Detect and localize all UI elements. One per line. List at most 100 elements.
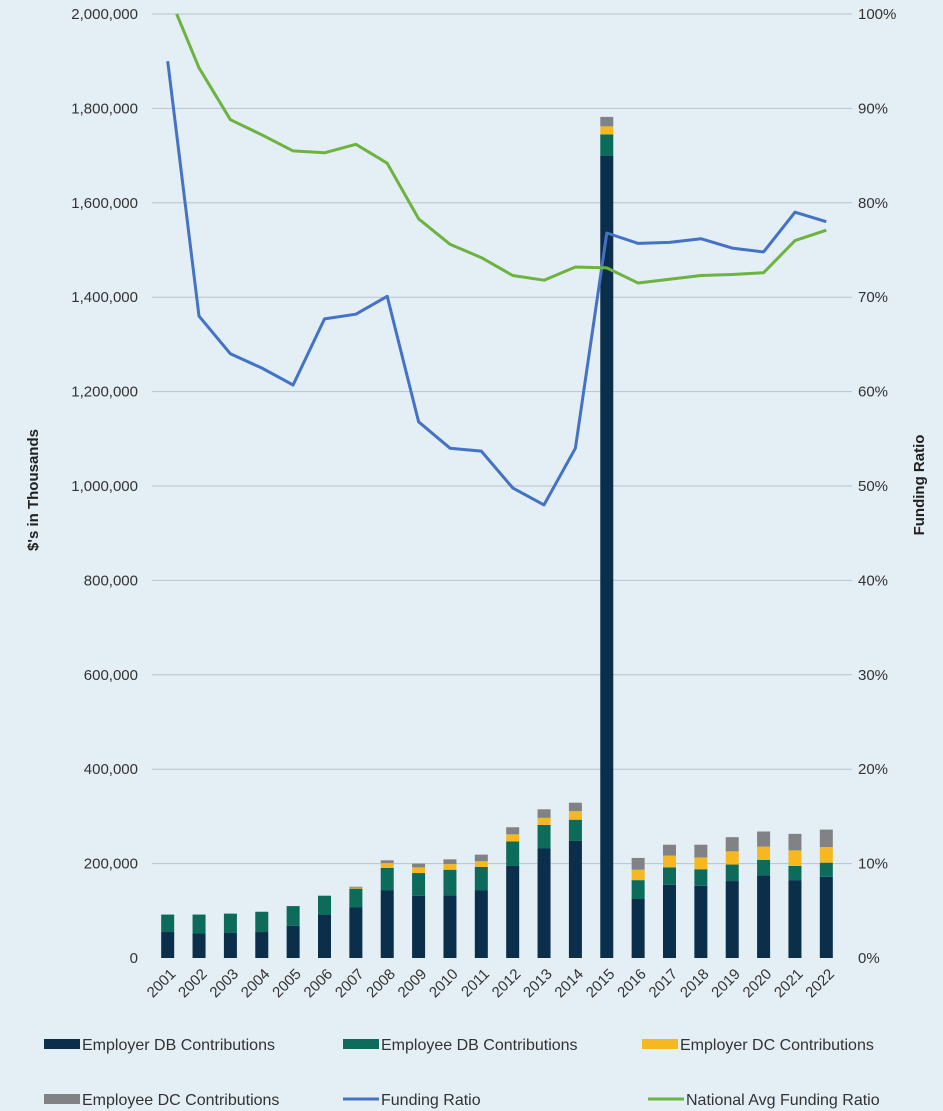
series-line <box>166 61 827 507</box>
bar <box>443 895 457 958</box>
bar <box>631 880 645 899</box>
bar <box>161 932 175 958</box>
bar <box>286 925 300 958</box>
y-axis-title: $'s in Thousands <box>25 429 42 551</box>
legend-label: Employee DC Contributions <box>82 1092 279 1109</box>
bar <box>506 865 520 958</box>
x-tick-label: 2010 <box>426 966 462 1002</box>
bar <box>757 875 771 958</box>
bar <box>349 888 363 908</box>
y-tick-label: 1,800,000 <box>71 100 138 117</box>
x-tick-label: 2018 <box>677 966 713 1002</box>
bar <box>568 802 582 812</box>
bar <box>318 895 331 915</box>
bar <box>506 841 520 866</box>
bar <box>412 867 426 874</box>
bar <box>663 867 676 885</box>
bar <box>161 914 175 933</box>
y-tick-label: 600,000 <box>84 667 138 684</box>
legend-label: Employee DB Contributions <box>381 1037 578 1054</box>
x-tick-label: 2013 <box>520 966 556 1002</box>
x-tick-label: 2006 <box>301 966 337 1002</box>
x-tick-label: 2017 <box>646 966 682 1002</box>
x-tick-label: 2008 <box>363 966 399 1002</box>
y2-tick-label: 80% <box>858 195 888 212</box>
bar <box>474 866 488 891</box>
bar <box>380 890 394 958</box>
x-tick-label: 2009 <box>395 966 431 1002</box>
x-tick-label: 2002 <box>175 966 211 1002</box>
series-line <box>175 13 827 285</box>
x-tick-label: 2012 <box>489 966 525 1002</box>
y-tick-label: 1,000,000 <box>71 478 138 495</box>
x-tick-label: 2020 <box>740 966 776 1002</box>
bar <box>506 834 520 842</box>
bar <box>223 913 237 933</box>
bar <box>537 817 551 825</box>
bar <box>788 850 802 866</box>
bar <box>255 932 269 958</box>
bar <box>600 155 614 959</box>
legend-label: Funding Ratio <box>381 1092 481 1109</box>
y2-tick-label: 30% <box>858 667 888 684</box>
bar <box>286 906 300 926</box>
bar <box>663 884 676 958</box>
bar <box>819 847 833 863</box>
bar <box>223 932 237 958</box>
bar <box>788 865 802 881</box>
bar <box>600 116 614 127</box>
bar <box>600 134 614 156</box>
bar <box>255 911 269 933</box>
x-tick-label: 2003 <box>206 966 242 1002</box>
bar <box>537 824 551 849</box>
bar <box>443 859 457 865</box>
x-tick-label: 2016 <box>614 966 650 1002</box>
bar <box>600 126 614 135</box>
bar <box>725 864 739 882</box>
bar <box>757 859 771 876</box>
x-tick-label: 2005 <box>269 966 305 1002</box>
bar <box>192 914 206 934</box>
bar <box>537 848 551 958</box>
bar <box>568 840 582 958</box>
y2-tick-label: 0% <box>858 950 880 967</box>
bar <box>788 880 802 958</box>
y2-tick-label: 100% <box>858 6 896 23</box>
bar <box>474 854 488 862</box>
bar <box>380 867 394 891</box>
bar <box>663 855 676 868</box>
bar <box>631 869 645 881</box>
bar <box>349 907 363 958</box>
bar <box>631 899 645 958</box>
bar <box>694 844 708 858</box>
x-tick-label: 2014 <box>551 966 587 1002</box>
bar <box>757 846 771 860</box>
x-tick-label: 2015 <box>583 966 619 1002</box>
bar <box>443 869 457 896</box>
x-tick-label: 2019 <box>708 966 744 1002</box>
bar <box>412 873 426 896</box>
bar <box>474 890 488 958</box>
y2-tick-label: 60% <box>858 384 888 401</box>
legend-swatch <box>44 1039 80 1049</box>
bar <box>380 863 394 868</box>
y-tick-label: 800,000 <box>84 572 138 589</box>
bar <box>694 857 708 870</box>
bar <box>663 844 676 856</box>
bar <box>757 831 771 847</box>
y2-tick-label: 50% <box>858 478 888 495</box>
bar <box>349 887 363 889</box>
x-tick-label: 2021 <box>771 966 807 1002</box>
legend-swatch <box>642 1039 678 1049</box>
y2-axis-title: Funding Ratio <box>911 435 928 536</box>
bar <box>819 876 833 958</box>
y-tick-label: 2,000,000 <box>71 6 138 23</box>
legend-label: Employer DB Contributions <box>82 1037 275 1054</box>
bar <box>380 860 394 864</box>
bar <box>537 809 551 818</box>
y-tick-label: 200,000 <box>84 856 138 873</box>
legend-label: National Avg Funding Ratio <box>686 1092 880 1109</box>
y2-tick-label: 20% <box>858 761 888 778</box>
